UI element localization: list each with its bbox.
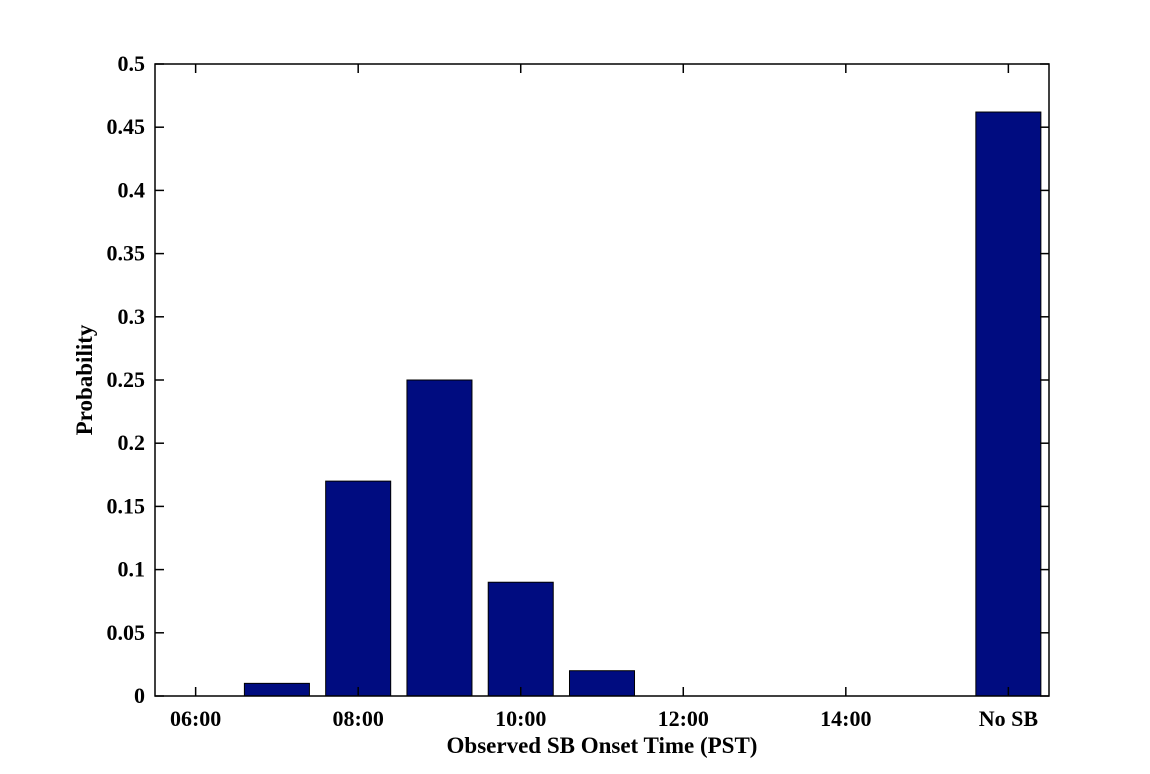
x-tick-labels-group: 06:00 08:00 10:00 12:00 14:00 No SB bbox=[170, 706, 1038, 731]
y-tick-label: 0.4 bbox=[118, 177, 146, 202]
bar-no-sb bbox=[975, 111, 1042, 697]
bar-11-00 bbox=[568, 670, 636, 697]
y-tick-label: 0.1 bbox=[118, 557, 146, 582]
y-tick-label: 0.15 bbox=[107, 493, 146, 518]
x-tick-label: 08:00 bbox=[333, 706, 384, 731]
x-tick-label: 14:00 bbox=[820, 706, 871, 731]
x-axis-label: Observed SB Onset Time (PST) bbox=[447, 733, 758, 758]
bar-09-00 bbox=[406, 379, 473, 697]
x-tick-label: 10:00 bbox=[495, 706, 546, 731]
y-tick-label: 0.5 bbox=[118, 51, 146, 76]
x-tick-label: No SB bbox=[979, 706, 1039, 731]
plot-area-frame bbox=[154, 63, 1050, 697]
x-tick-label: 12:00 bbox=[658, 706, 709, 731]
x-tick-label: 06:00 bbox=[170, 706, 221, 731]
bar-10-00 bbox=[487, 581, 554, 697]
y-tick-label: 0.3 bbox=[118, 304, 146, 329]
y-tick-label: 0.2 bbox=[118, 430, 146, 455]
axis-ticks-group bbox=[155, 63, 1049, 697]
y-tick-label: 0.45 bbox=[107, 114, 146, 139]
y-axis-label: Probability bbox=[72, 324, 97, 435]
y-tick-label: 0.05 bbox=[107, 620, 146, 645]
y-tick-label: 0.25 bbox=[107, 367, 146, 392]
y-tick-label: 0.35 bbox=[107, 241, 146, 266]
y-tick-label: 0 bbox=[134, 683, 145, 708]
bar-08-00 bbox=[325, 480, 392, 697]
bars-group bbox=[243, 111, 1042, 697]
y-tick-labels-group: 0 0.05 0.1 0.15 0.2 0.25 0.3 0.35 0.4 0.45 0.5 bbox=[107, 51, 146, 708]
bar-07-00 bbox=[243, 682, 310, 697]
